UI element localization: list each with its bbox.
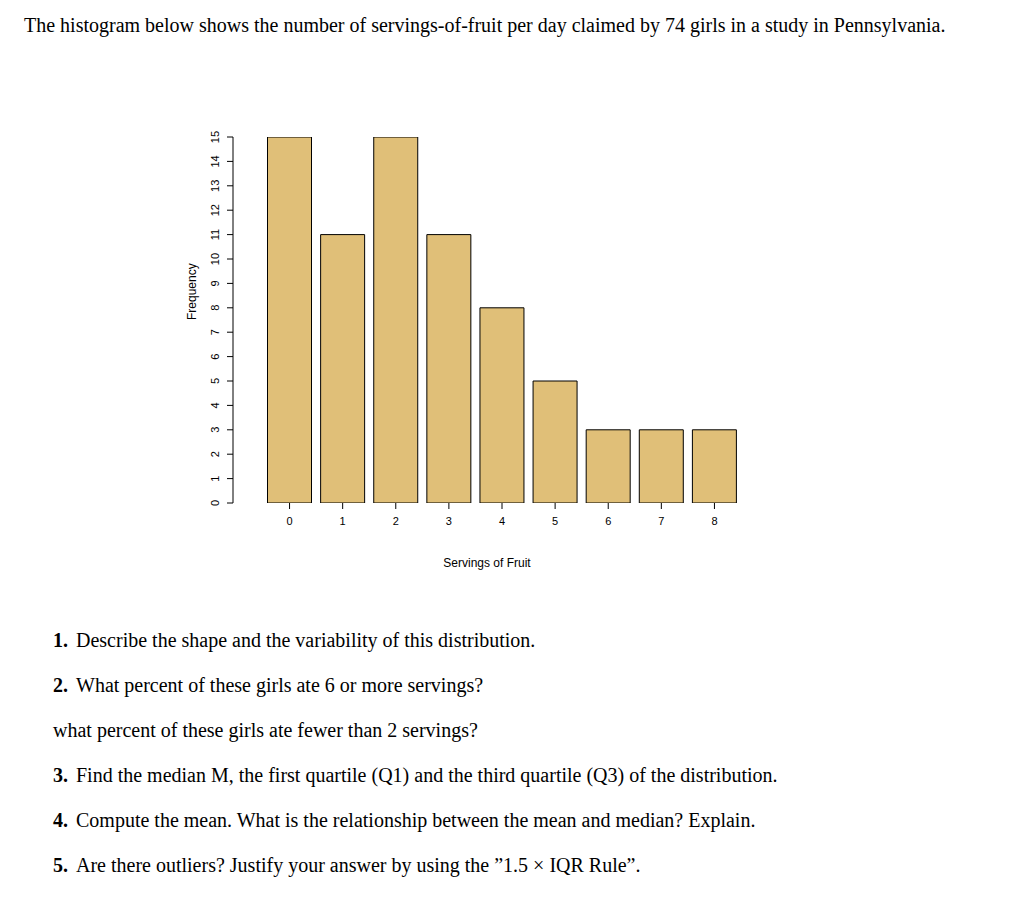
svg-text:11: 11	[209, 229, 221, 240]
svg-text:1: 1	[340, 515, 346, 527]
svg-text:5: 5	[552, 515, 558, 527]
svg-text:14: 14	[209, 155, 221, 167]
svg-text:9: 9	[209, 280, 221, 286]
svg-text:6: 6	[209, 354, 221, 360]
html-text:1.: 1.	[53, 629, 68, 651]
svg-text:2: 2	[393, 515, 399, 527]
svg-text:15: 15	[209, 131, 221, 143]
svg-text:10: 10	[209, 253, 221, 265]
svg-text:8: 8	[711, 515, 717, 527]
svg-text:0: 0	[286, 515, 292, 527]
html-text:2.: 2.	[53, 674, 68, 696]
svg-text:13: 13	[209, 180, 221, 192]
html-text:The histogram below shows the: The histogram below shows the number of …	[24, 14, 946, 36]
svg-text:0: 0	[209, 500, 221, 506]
svg-text:6: 6	[605, 515, 611, 527]
html-text:5.: 5.	[53, 854, 68, 876]
html-text:3.: 3.	[53, 764, 68, 786]
html-text:Are there outliers? Justify yo: Are there outliers? Justify your answer …	[76, 854, 641, 876]
svg-text:Frequency: Frequency	[185, 263, 199, 320]
svg-text:12: 12	[209, 204, 221, 216]
svg-text:Servings of Fruit: Servings of Fruit	[443, 556, 531, 570]
svg-text:5: 5	[209, 378, 221, 384]
svg-text:4: 4	[499, 515, 505, 527]
html-text:4.: 4.	[53, 809, 68, 831]
svg-text:7: 7	[209, 329, 221, 335]
svg-text:3: 3	[209, 427, 221, 433]
svg-text:8: 8	[209, 305, 221, 311]
svg-text:2: 2	[209, 451, 221, 457]
html-text:Find the median M, the first q: Find the median M, the first quartile (Q…	[76, 764, 778, 786]
html-text:what percent of these girls at: what percent of these girls ate fewer th…	[53, 719, 478, 741]
html-text:Describe the shape and the var: Describe the shape and the variability o…	[76, 629, 536, 651]
html-text:What percent of these girls at: What percent of these girls ate 6 or mor…	[76, 674, 484, 696]
html-text:Compute the mean. What is the: Compute the mean. What is the relationsh…	[76, 809, 756, 831]
svg-text:3: 3	[446, 515, 452, 527]
svg-text:7: 7	[658, 515, 664, 527]
svg-text:1: 1	[209, 476, 221, 482]
svg-text:4: 4	[209, 402, 221, 408]
